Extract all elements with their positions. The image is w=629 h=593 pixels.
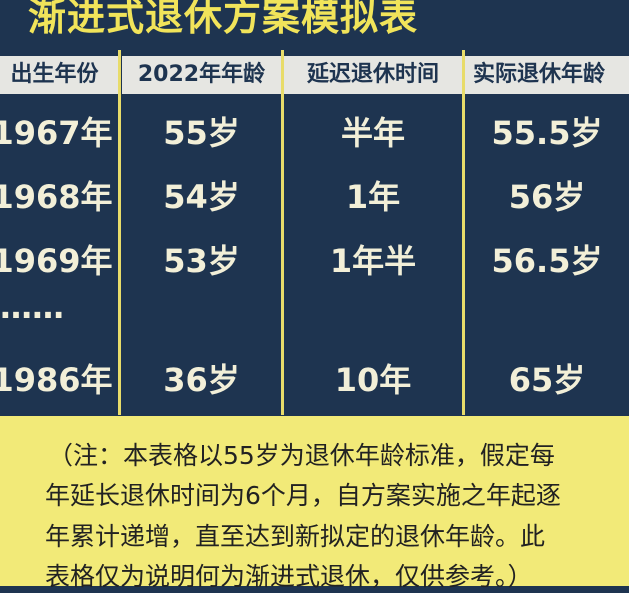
age-cell: 36岁	[163, 361, 240, 399]
birth-year-cell: 1969年	[0, 242, 113, 280]
header-actual-age: 实际退休年龄	[465, 56, 629, 94]
age-cell: 53岁	[163, 242, 240, 280]
column-divider	[281, 50, 284, 415]
note-line: 表格仅为说明何为渐进式退休，仅供参考。）	[45, 562, 533, 591]
column-divider	[118, 50, 121, 415]
age-cell: 55岁	[163, 114, 240, 152]
actual-age-cell: 55.5岁	[491, 114, 603, 152]
birth-year-cell: 1986年	[0, 361, 113, 399]
note-line: 年延长退休时间为6个月，自方案实施之年起逐	[45, 481, 561, 510]
header-age-2022: 2022年年龄	[122, 56, 281, 94]
page-title: 渐进式退休方案模拟表	[28, 0, 419, 39]
delay-cell: 1年	[345, 178, 401, 216]
note-box: （注：本表格以55岁为退休年龄标准，假定每 年延长退休时间为6个月，自方案实施之…	[0, 416, 629, 591]
age-cell: 54岁	[163, 178, 240, 216]
birth-year-cell: ……	[0, 288, 64, 326]
actual-age-cell	[465, 296, 629, 346]
delay-cell	[284, 296, 462, 346]
column-divider	[462, 50, 465, 415]
header-delay-time: 延迟退休时间	[284, 56, 462, 94]
birth-year-cell: 1967年	[0, 114, 113, 152]
delay-cell: 10年	[334, 361, 412, 399]
actual-age-cell: 56岁	[508, 178, 586, 216]
note-line: 年累计递增，直至达到新拟定的退休年龄。此	[45, 522, 546, 551]
birth-year-cell: 1968年	[0, 178, 113, 216]
header-birth-year: 出生年份	[0, 56, 119, 94]
actual-age-cell: 65岁	[508, 361, 586, 399]
actual-age-cell: 56.5岁	[491, 242, 603, 280]
delay-cell: 半年	[340, 114, 405, 152]
delay-cell: 1年半	[329, 242, 417, 280]
note-line: （注：本表格以55岁为退休年龄标准，假定每	[48, 441, 555, 470]
age-cell	[122, 296, 281, 346]
